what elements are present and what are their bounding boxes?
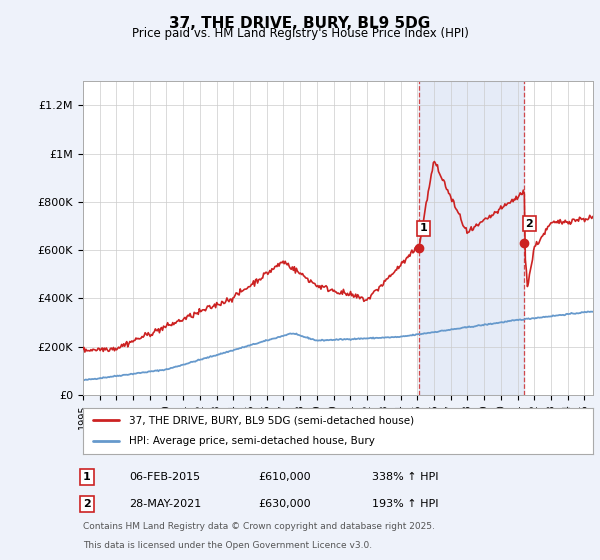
Text: 2: 2 (83, 499, 91, 509)
Text: 06-FEB-2015: 06-FEB-2015 (129, 472, 200, 482)
Text: 1: 1 (420, 223, 428, 234)
Text: 28-MAY-2021: 28-MAY-2021 (129, 499, 201, 509)
Text: 193% ↑ HPI: 193% ↑ HPI (372, 499, 439, 509)
Text: 37, THE DRIVE, BURY, BL9 5DG: 37, THE DRIVE, BURY, BL9 5DG (169, 16, 431, 31)
Text: 2: 2 (526, 218, 533, 228)
Bar (419, 81, 524, 395)
Text: This data is licensed under the Open Government Licence v3.0.: This data is licensed under the Open Gov… (83, 541, 372, 550)
Text: Price paid vs. HM Land Registry's House Price Index (HPI): Price paid vs. HM Land Registry's House … (131, 27, 469, 40)
Text: £610,000: £610,000 (258, 472, 311, 482)
Text: HPI: Average price, semi-detached house, Bury: HPI: Average price, semi-detached house,… (128, 436, 374, 446)
Text: Contains HM Land Registry data © Crown copyright and database right 2025.: Contains HM Land Registry data © Crown c… (83, 522, 434, 531)
Text: £630,000: £630,000 (258, 499, 311, 509)
Text: 37, THE DRIVE, BURY, BL9 5DG (semi-detached house): 37, THE DRIVE, BURY, BL9 5DG (semi-detac… (128, 415, 414, 425)
Text: 338% ↑ HPI: 338% ↑ HPI (372, 472, 439, 482)
Text: 1: 1 (83, 472, 91, 482)
